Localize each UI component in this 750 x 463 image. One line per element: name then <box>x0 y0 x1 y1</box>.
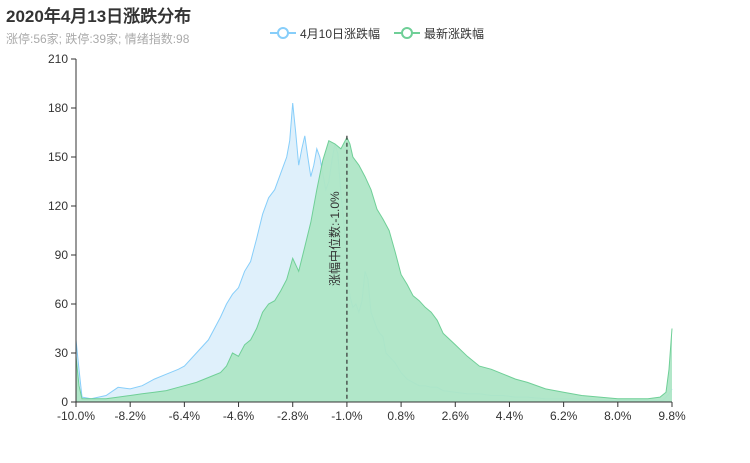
y-tick-label: 90 <box>55 248 69 262</box>
y-tick-label: 30 <box>55 346 69 360</box>
x-tick-label: 0.8% <box>387 409 415 423</box>
x-tick-label: -1.0% <box>331 409 363 423</box>
circle-line-icon <box>394 27 421 39</box>
x-tick-label: 2.6% <box>442 409 470 423</box>
y-tick-label: 60 <box>55 297 69 311</box>
x-tick-label: -6.4% <box>169 409 201 423</box>
y-tick-label: 120 <box>48 199 68 213</box>
legend-label-series-2: 最新涨跌幅 <box>424 26 485 41</box>
x-tick-label: 4.4% <box>496 409 524 423</box>
x-tick-label: -10.0% <box>57 409 95 423</box>
chart-title: 2020年4月13日涨跌分布 <box>6 7 192 26</box>
legend-label-series-1: 4月10日涨跌幅 <box>300 26 381 41</box>
chart-subtitle: 涨停:56家; 跌停:39家; 情绪指数:98 <box>6 32 190 46</box>
x-tick-label: 9.8% <box>658 409 686 423</box>
x-tick-label: -4.6% <box>223 409 255 423</box>
series-2-area <box>76 137 672 402</box>
y-tick-label: 0 <box>61 395 68 409</box>
circle-line-icon <box>270 27 296 39</box>
median-label: 涨幅中位数:-1.0% <box>327 191 342 286</box>
y-tick-label: 210 <box>48 52 68 66</box>
y-tick-label: 180 <box>48 101 68 115</box>
x-tick-label: -8.2% <box>115 409 147 423</box>
legend-item-series-1[interactable]: 4月10日涨跌幅 <box>270 25 380 42</box>
x-tick-label: 6.2% <box>550 409 578 423</box>
y-tick-label: 150 <box>48 150 68 164</box>
x-tick-label: 8.0% <box>604 409 632 423</box>
legend: 4月10日涨跌幅 最新涨跌幅 <box>270 24 498 42</box>
series-1-area <box>76 103 672 402</box>
legend-item-series-2[interactable]: 最新涨跌幅 <box>394 25 484 42</box>
x-tick-label: -2.8% <box>277 409 309 423</box>
